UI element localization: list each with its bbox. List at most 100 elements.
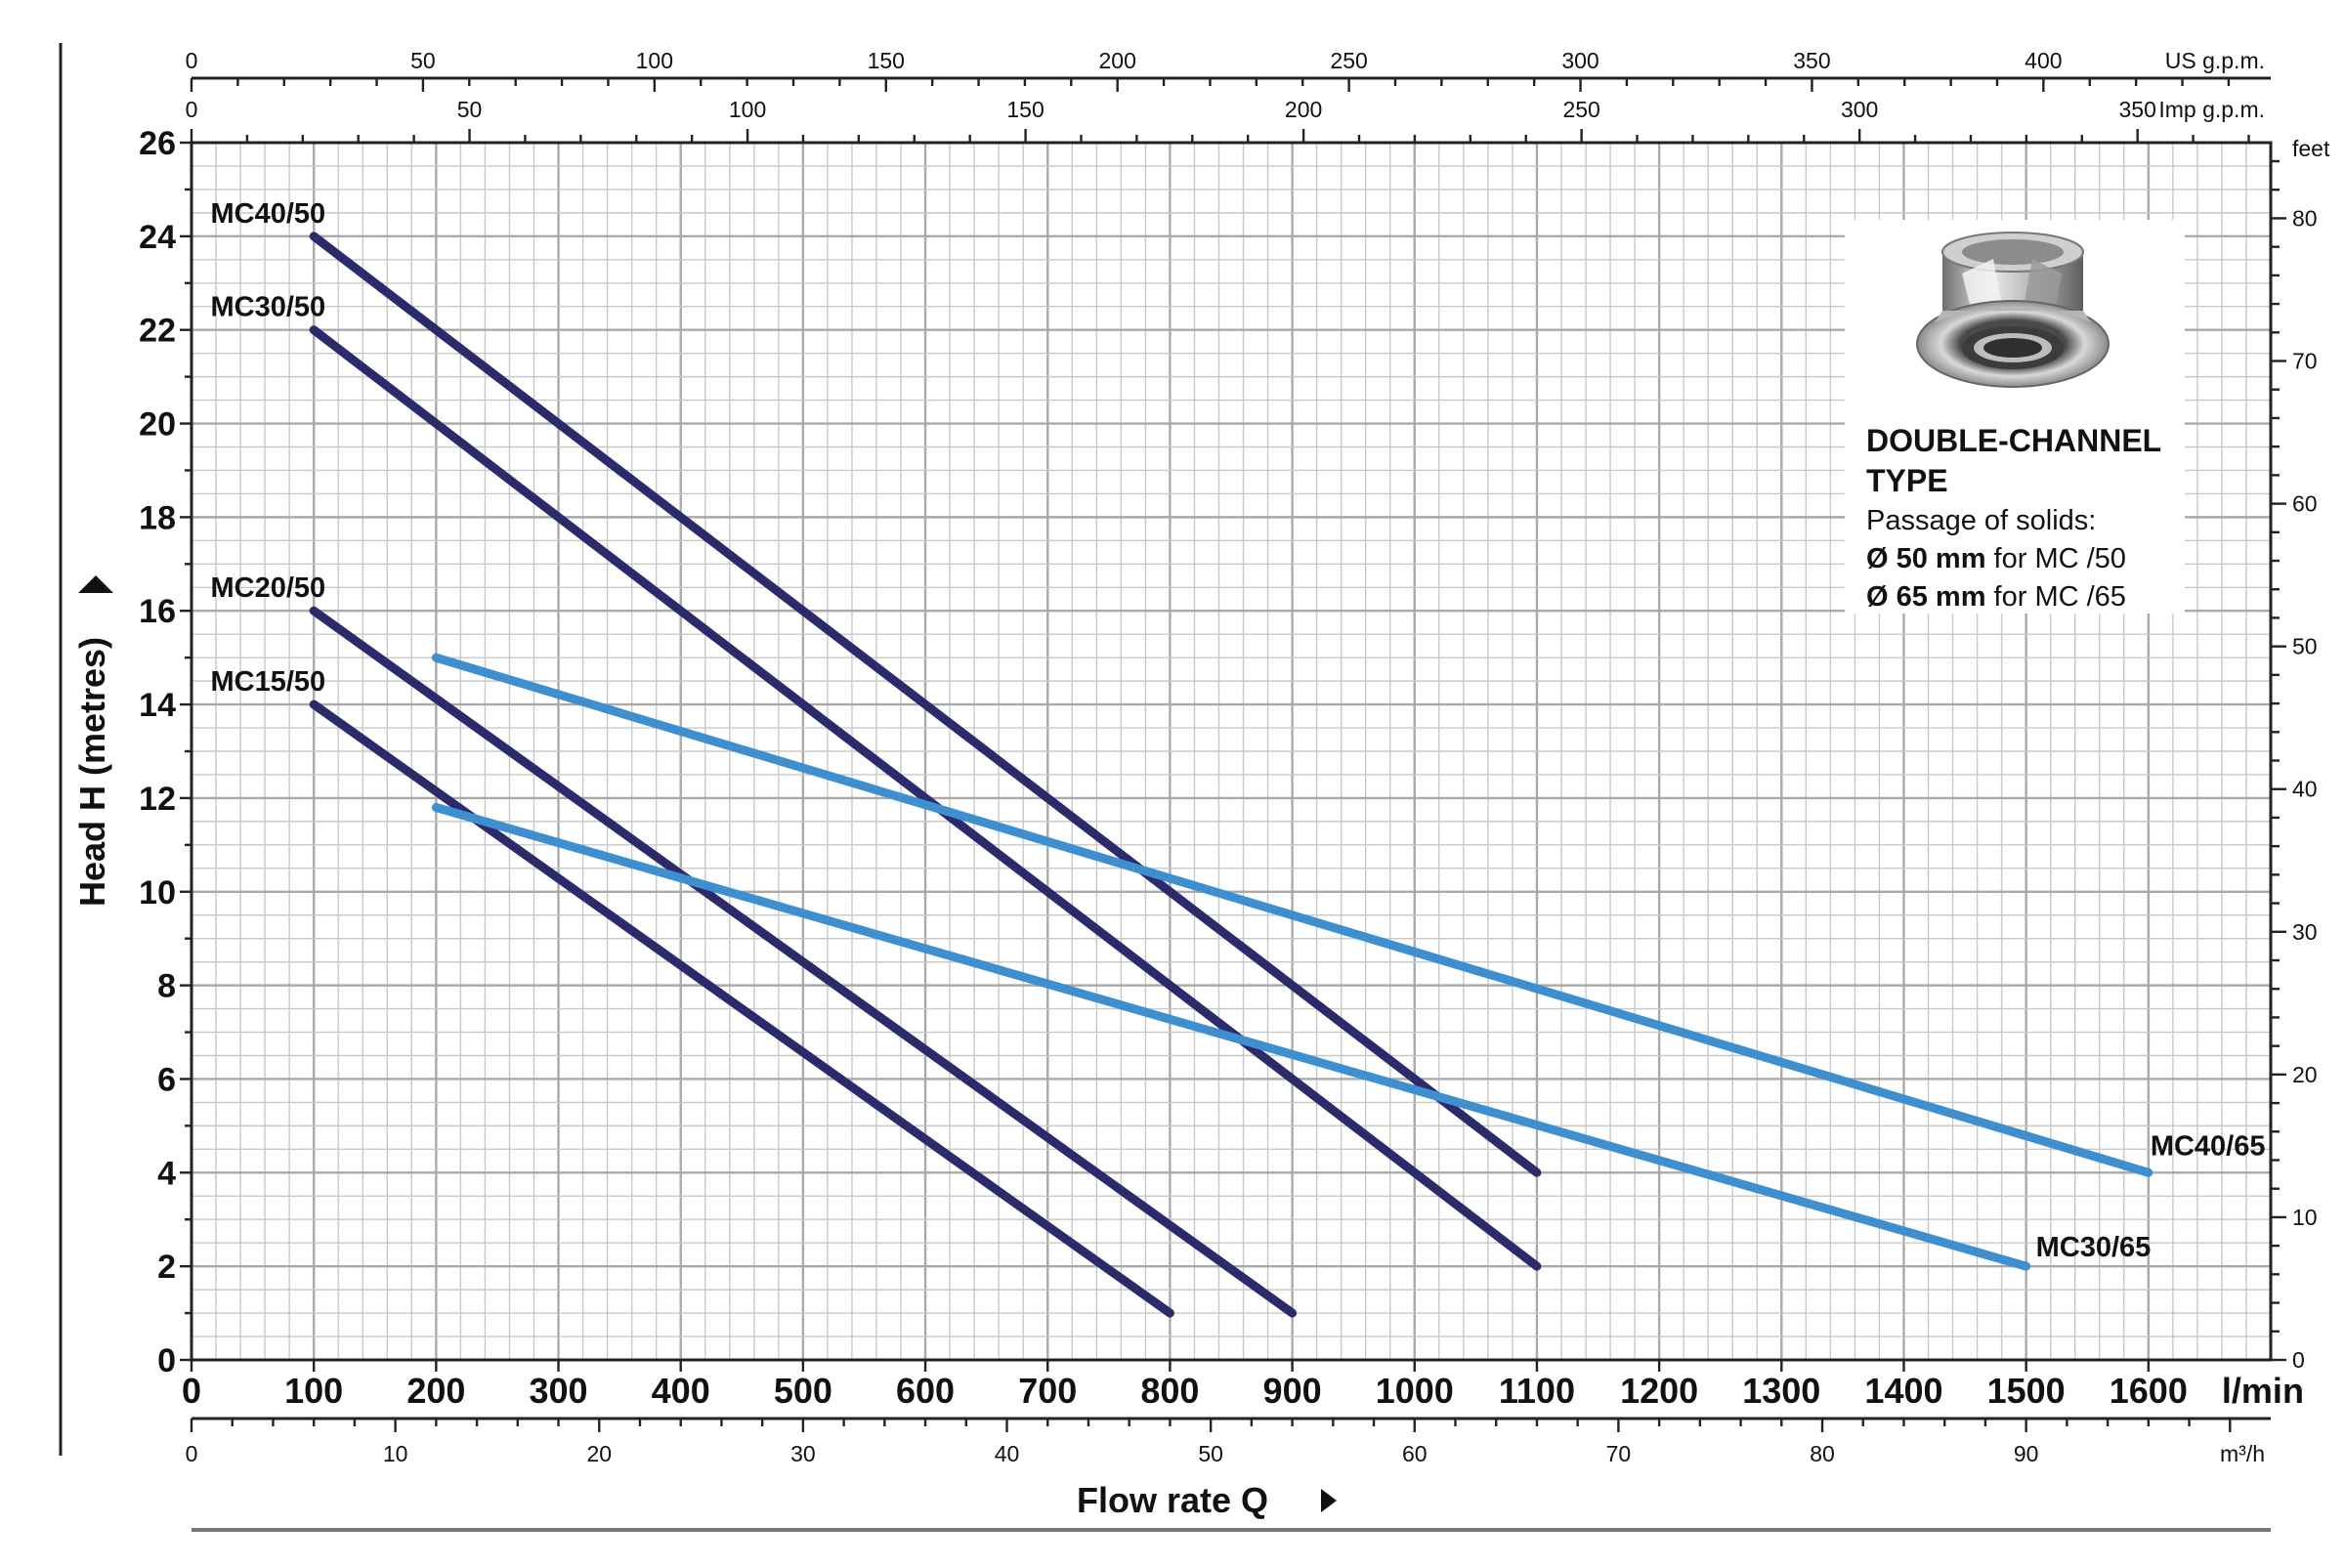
x-unit-label: l/min [2222,1371,2304,1411]
imp_gpm-tick-label: 200 [1285,97,1322,122]
feet-tick-label: 40 [2292,777,2318,802]
series-label-MC40-65: MC40/65 [2151,1130,2266,1162]
info-heading-line1: DOUBLE-CHANNEL [1866,423,2161,458]
m3h-tick-label: 0 [186,1441,198,1466]
series-line-MC30-50 [309,325,1542,1271]
y-tick-label: 20 [139,406,176,444]
x-tick-label: 200 [406,1371,465,1411]
x-tick-label: 0 [182,1371,201,1411]
x-tick-label: 700 [1018,1371,1077,1411]
series-labels: MC40/50 MC30/50 MC20/50 MC15/50 MC40/65 MC30/… [211,198,2266,1263]
x-tick-label: 100 [284,1371,343,1411]
x-tick-label: 1500 [1987,1371,2066,1411]
x-tick-label: 1400 [1864,1371,1942,1411]
info-diameter-50: Ø 50 mm for MC /50 [1866,543,2126,574]
x-tick-label: 500 [774,1371,832,1411]
y-tick-label: 0 [157,1342,176,1379]
y-tick-label: 6 [157,1061,176,1098]
feet-tick-label: 50 [2292,634,2318,659]
us_gpm-tick-label: 100 [636,48,673,73]
x-tick-label: 800 [1140,1371,1199,1411]
info-diameter-50-model: for MC /50 [1986,543,2126,574]
y-tick-label: 8 [157,968,176,1005]
series-line-MC40-65 [431,653,2153,1177]
y-tick-label: 24 [139,219,176,256]
series-label-MC30-65: MC30/65 [2036,1232,2152,1263]
info-diameter-65: Ø 65 mm for MC /65 [1866,581,2126,613]
x-tick-label: 900 [1263,1371,1322,1411]
us_gpm-tick-label: 200 [1098,48,1135,73]
impeller-info-box: DOUBLE-CHANNEL TYPE Passage of solids: Ø… [1845,220,2185,614]
y-tick-label: 16 [139,593,176,630]
x-axis-title: Flow rate Q [1077,1480,1268,1520]
info-heading-line2: TYPE [1866,463,1948,498]
x-tick-label: 1300 [1742,1371,1820,1411]
us_gpm-tick-label: 50 [410,48,436,73]
x-tick-label: 1000 [1376,1371,1454,1411]
y-tick-label: 4 [157,1155,176,1192]
x-tick-label: 400 [652,1371,710,1411]
imp_gpm-tick-label: 150 [1006,97,1044,122]
series-label-MC20-50: MC20/50 [211,572,326,604]
feet-unit-label: feet [2292,136,2330,161]
us_gpm-tick-label: 350 [1793,48,1830,73]
x-tick-label: 1100 [1499,1371,1575,1411]
feet-tick-label: 10 [2292,1205,2318,1230]
us_gpm-tick-label: 250 [1330,48,1367,73]
x-tick-label: 1200 [1620,1371,1698,1411]
us_gpm-unit-label: US g.p.m. [2165,48,2265,73]
feet-tick-label: 0 [2292,1347,2305,1373]
axis-titles: Head H (metres) Flow rate Q [72,575,1337,1520]
imp_gpm-tick-label: 300 [1841,97,1878,122]
us_gpm-tick-label: 0 [186,48,198,73]
y-tick-label: 26 [139,125,176,162]
us_gpm-tick-label: 300 [1561,48,1599,73]
m3h-tick-label: 80 [1810,1441,1835,1466]
series-line-MC30-65 [431,803,2031,1271]
imp_gpm-tick-label: 350 [2118,97,2155,122]
y-axis-arrow-icon [78,575,113,593]
series-label-MC30-50: MC30/50 [211,292,326,323]
series-line-MC15-50 [309,699,1174,1318]
m3h-tick-label: 10 [383,1441,408,1466]
info-diameter-65-model: for MC /65 [1986,581,2126,613]
x-tick-label: 300 [529,1371,587,1411]
info-diameter-65-value: Ø 65 mm [1866,581,1986,613]
feet-tick-label: 80 [2292,205,2318,231]
imp_gpm-tick-label: 50 [457,97,483,122]
info-passage-text: Passage of solids: [1866,505,2096,536]
imp_gpm-tick-label: 100 [729,97,766,122]
y-axis-title: Head H (metres) [72,637,112,907]
y-tick-label: 2 [157,1249,176,1286]
y-tick-label: 14 [139,687,176,724]
series-line-MC40-50 [309,232,1542,1177]
series-label-MC15-50: MC15/50 [211,666,326,698]
y-tick-label: 12 [139,781,176,818]
m3h-tick-label: 60 [1402,1441,1428,1466]
x-axis-arrow-icon [1321,1489,1337,1512]
series-lines [309,232,2153,1318]
y-tick-label: 18 [139,499,176,536]
m3h-unit-label: m³/h [2220,1441,2265,1466]
m3h-tick-label: 50 [1198,1441,1223,1466]
y-tick-label: 22 [139,313,176,350]
us_gpm-tick-label: 150 [868,48,905,73]
m3h-tick-label: 30 [790,1441,816,1466]
x-tick-label: 600 [896,1371,955,1411]
feet-tick-label: 20 [2292,1062,2318,1087]
imp_gpm-tick-label: 0 [186,97,198,122]
series-line-MC20-50 [309,606,1298,1318]
info-diameter-50-value: Ø 50 mm [1866,543,1986,574]
double-channel-impeller-icon [1916,232,2110,388]
imp_gpm-unit-label: Imp g.p.m. [2158,97,2265,122]
feet-tick-label: 30 [2292,919,2318,945]
feet-tick-label: 70 [2292,349,2318,374]
m3h-tick-label: 20 [586,1441,612,1466]
y-tick-label: 10 [139,874,176,911]
feet-tick-label: 60 [2292,491,2318,517]
m3h-tick-label: 40 [995,1441,1020,1466]
x-tick-label: 1600 [2110,1371,2188,1411]
